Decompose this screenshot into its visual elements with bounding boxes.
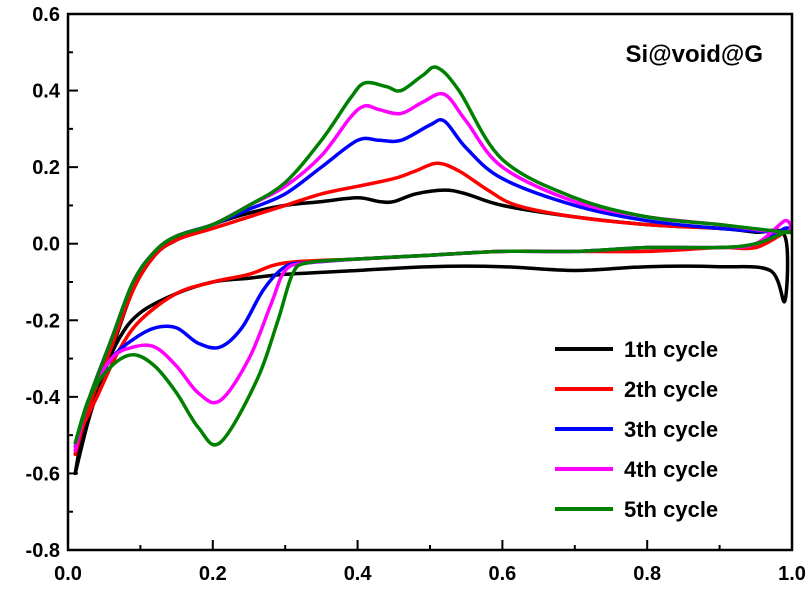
x-tick-label: 0.0 xyxy=(54,563,82,585)
y-tick-label: -0.2 xyxy=(26,310,60,332)
x-tick-label: 0.4 xyxy=(344,563,373,585)
series-5-cv-curve xyxy=(73,65,793,447)
sample-annotation: Si@void@G xyxy=(626,41,763,68)
legend-label: 4th cycle xyxy=(624,457,718,482)
legend: 1th cycle 2th cycle 3th cycle 4th cycle 5th … xyxy=(555,337,718,522)
y-tick-label: 0.4 xyxy=(32,81,61,103)
y-tick-label: 0.0 xyxy=(32,234,60,256)
legend-label: 1th cycle xyxy=(624,337,718,362)
legend-label: 2th cycle xyxy=(624,377,718,402)
series-2-cv-curve xyxy=(73,161,793,457)
x-tick-label: 0.8 xyxy=(633,563,661,585)
legend-label: 3th cycle xyxy=(624,417,718,442)
x-tick-label: 1.0 xyxy=(778,563,806,585)
y-tick-label: 0.2 xyxy=(32,157,60,179)
y-tick-label: -0.6 xyxy=(26,463,60,485)
y-tick-label: 0.6 xyxy=(32,4,60,26)
legend-label: 5th cycle xyxy=(624,497,718,522)
ticks-layer: 0.0 0.2 0.4 0.6 0.8 1.0 -0.8 -0.6 -0.4 -0.2 0.0 0.2… xyxy=(26,4,806,585)
x-tick-label: 0.6 xyxy=(488,563,516,585)
y-tick-label: -0.4 xyxy=(26,387,61,409)
x-tick-label: 0.2 xyxy=(199,563,227,585)
curves-layer xyxy=(73,65,793,476)
y-tick-label: -0.8 xyxy=(26,540,60,562)
